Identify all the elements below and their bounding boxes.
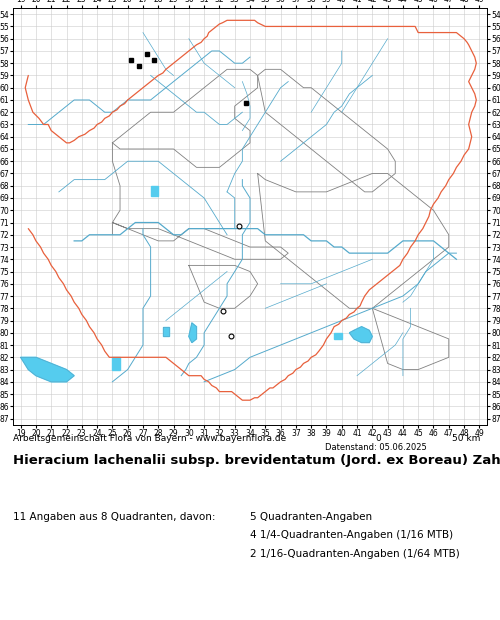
Text: 4 1/4-Quadranten-Angaben (1/16 MTB): 4 1/4-Quadranten-Angaben (1/16 MTB) [250,530,453,540]
Polygon shape [163,327,169,337]
Text: 2 1/16-Quadranten-Angaben (1/64 MTB): 2 1/16-Quadranten-Angaben (1/64 MTB) [250,549,460,559]
Text: Hieracium lachenalii subsp. brevidentatum (Jord. ex Boreau) Zahn: Hieracium lachenalii subsp. brevidentatu… [13,454,500,467]
Polygon shape [150,186,158,195]
Text: 11 Angaben aus 8 Quadranten, davon:: 11 Angaben aus 8 Quadranten, davon: [13,512,215,521]
Polygon shape [189,323,196,343]
Polygon shape [334,333,342,339]
Polygon shape [112,357,120,370]
Text: Arbeitsgemeinschaft Flora von Bayern - www.bayernflora.de: Arbeitsgemeinschaft Flora von Bayern - w… [13,434,286,443]
Text: 5 Quadranten-Angaben: 5 Quadranten-Angaben [250,512,372,521]
Polygon shape [20,357,74,382]
Text: 0: 0 [375,434,381,443]
Text: 50 km: 50 km [452,434,481,443]
Text: Datenstand: 05.06.2025: Datenstand: 05.06.2025 [325,443,427,453]
Polygon shape [350,327,372,343]
